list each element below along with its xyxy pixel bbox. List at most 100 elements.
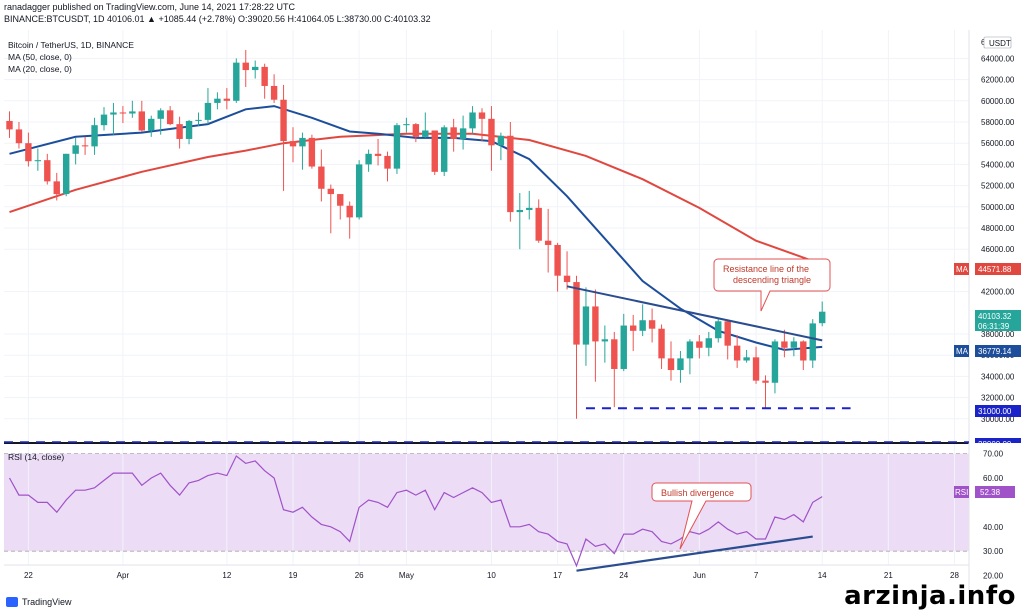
candle[interactable] [809, 319, 816, 368]
candle[interactable] [327, 184, 334, 234]
candle[interactable] [611, 331, 618, 408]
ma20-price-tag[interactable]: MA 36779.14 [954, 345, 1021, 357]
candle[interactable] [157, 108, 164, 135]
candle[interactable] [544, 208, 552, 273]
price-axis[interactable]: 64000.00 62000.00 60000.00 58000.00 56000.00… [981, 38, 1015, 424]
candle[interactable] [639, 304, 646, 337]
ma50-line[interactable] [9, 132, 823, 266]
candle[interactable] [743, 349, 750, 363]
candle[interactable] [374, 138, 382, 166]
ma50-legend[interactable]: MA (50, close, 0) [8, 52, 72, 62]
candle[interactable] [516, 193, 523, 250]
candle[interactable] [705, 331, 712, 357]
resistance-trendline[interactable] [566, 285, 823, 342]
candle[interactable] [280, 84, 287, 191]
candle[interactable] [488, 106, 495, 171]
candle[interactable] [526, 190, 533, 220]
time-axis[interactable]: 22 Apr 12 19 26 May 10 17 24 Jun 7 14 21 28 [24, 571, 960, 580]
candle[interactable] [63, 153, 70, 197]
candle[interactable] [195, 112, 202, 127]
candle[interactable] [563, 251, 571, 290]
candle[interactable] [412, 123, 420, 143]
candle[interactable] [15, 122, 23, 149]
ma50-path[interactable] [9, 132, 823, 266]
candle[interactable] [450, 118, 457, 152]
candle[interactable] [299, 132, 306, 170]
candle[interactable] [469, 106, 476, 134]
candle[interactable] [441, 125, 448, 177]
currency-badge[interactable] [983, 36, 1012, 49]
candle[interactable] [592, 289, 599, 382]
candle[interactable] [204, 88, 212, 125]
support-line[interactable] [4, 407, 969, 443]
divergence-callout[interactable]: Bullish divergence [651, 482, 752, 550]
candle[interactable] [308, 134, 316, 169]
tradingview-logo[interactable]: TradingView [6, 597, 72, 607]
candle[interactable] [620, 313, 627, 372]
candle[interactable] [781, 329, 788, 358]
rsi-legend[interactable]: RSI (14, close) [8, 452, 64, 462]
candle[interactable] [393, 123, 401, 174]
candle[interactable] [214, 92, 221, 110]
candle[interactable] [478, 108, 486, 142]
candle[interactable] [318, 149, 325, 202]
candle[interactable] [384, 151, 391, 182]
candle[interactable] [790, 337, 798, 357]
candle[interactable] [535, 199, 542, 243]
candle[interactable] [752, 346, 760, 384]
candle[interactable] [138, 100, 145, 132]
candle[interactable] [25, 132, 32, 167]
candle[interactable] [242, 49, 249, 88]
candle[interactable] [53, 172, 60, 201]
candle[interactable] [582, 287, 590, 366]
candle[interactable] [771, 339, 779, 394]
candle[interactable] [223, 88, 231, 110]
candle[interactable] [497, 132, 505, 161]
candle[interactable] [176, 116, 183, 149]
candle[interactable] [403, 117, 410, 133]
candle[interactable] [337, 194, 344, 220]
rsi-value-tag[interactable]: RSI 52.38 [954, 486, 1015, 498]
rsi-trendline-path[interactable] [576, 535, 813, 572]
candle[interactable] [658, 324, 665, 369]
candle[interactable] [91, 117, 98, 155]
candle[interactable] [110, 102, 117, 135]
candle[interactable] [715, 318, 722, 343]
candles[interactable] [6, 49, 826, 419]
candle[interactable] [166, 106, 174, 126]
candle[interactable] [800, 340, 807, 371]
candle[interactable] [686, 339, 694, 375]
candle[interactable] [431, 130, 438, 175]
candle[interactable] [261, 63, 268, 99]
ma20-legend[interactable]: MA (20, close, 0) [8, 64, 72, 74]
candle[interactable] [185, 119, 193, 145]
candle[interactable] [346, 201, 353, 239]
candle[interactable] [459, 115, 467, 150]
candle[interactable] [72, 137, 79, 165]
candle[interactable] [696, 335, 703, 359]
candle[interactable] [148, 115, 155, 137]
candle[interactable] [733, 335, 741, 368]
candle[interactable] [119, 106, 127, 124]
candle[interactable] [365, 149, 372, 172]
candle[interactable] [100, 107, 108, 131]
candle[interactable] [270, 74, 278, 103]
ma50-price-tag[interactable]: MA 44571.88 [954, 263, 1021, 275]
candle[interactable] [81, 136, 89, 155]
candle[interactable] [507, 122, 514, 222]
candle[interactable] [819, 301, 826, 327]
candle[interactable] [630, 314, 637, 351]
last-price-tag[interactable]: 40103.32 06:31:39 [975, 310, 1021, 331]
candle[interactable] [422, 112, 429, 138]
candle[interactable] [573, 275, 580, 419]
rsi-trendline[interactable] [576, 535, 813, 572]
candle[interactable] [252, 60, 259, 79]
candle[interactable] [601, 325, 609, 363]
candle[interactable] [289, 127, 297, 163]
candle[interactable] [355, 160, 363, 220]
candle[interactable] [6, 111, 13, 138]
candle[interactable] [44, 153, 51, 185]
candle[interactable] [233, 58, 240, 103]
candle[interactable] [667, 341, 675, 381]
